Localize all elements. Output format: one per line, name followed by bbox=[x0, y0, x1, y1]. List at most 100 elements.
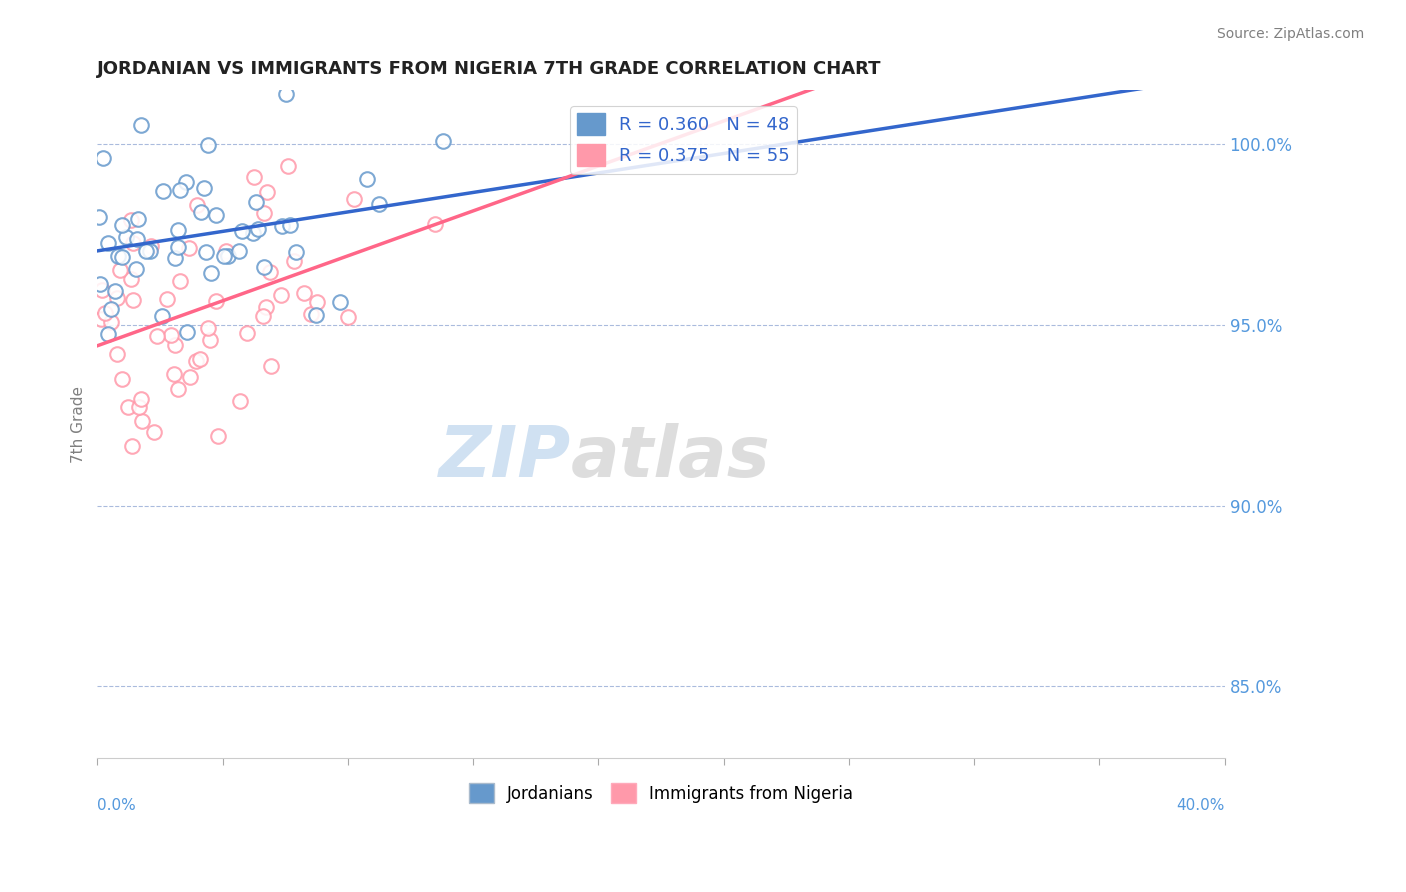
Point bbox=[307, 294, 329, 309]
Text: Source: ZipAtlas.com: Source: ZipAtlas.com bbox=[1216, 27, 1364, 41]
Point bbox=[97, 326, 120, 341]
Point bbox=[90, 311, 112, 326]
Point bbox=[169, 183, 191, 197]
Point bbox=[193, 181, 215, 195]
Point bbox=[108, 263, 131, 277]
Point bbox=[125, 232, 148, 246]
Point bbox=[207, 428, 229, 442]
Point bbox=[135, 244, 157, 258]
Point bbox=[100, 315, 122, 329]
Point bbox=[111, 219, 134, 233]
Point bbox=[197, 138, 219, 153]
Point bbox=[160, 327, 183, 342]
Point bbox=[122, 293, 145, 308]
Point bbox=[292, 286, 315, 301]
Point bbox=[163, 368, 186, 382]
Point bbox=[190, 204, 212, 219]
Point bbox=[120, 271, 142, 285]
Point bbox=[343, 193, 366, 207]
Point bbox=[245, 194, 267, 209]
Point bbox=[89, 277, 111, 292]
Point bbox=[219, 63, 242, 78]
Point bbox=[270, 219, 292, 234]
Text: 0.0%: 0.0% bbox=[97, 798, 136, 814]
Legend: Jordanians, Immigrants from Nigeria: Jordanians, Immigrants from Nigeria bbox=[463, 776, 859, 810]
Point bbox=[329, 295, 352, 310]
Point bbox=[285, 245, 308, 260]
Point bbox=[270, 288, 292, 302]
Point bbox=[278, 218, 301, 232]
Point bbox=[253, 206, 276, 220]
Point bbox=[277, 159, 299, 173]
Point bbox=[356, 172, 378, 186]
Point bbox=[91, 151, 114, 165]
Text: atlas: atlas bbox=[571, 423, 770, 492]
Point bbox=[174, 175, 197, 189]
Point bbox=[97, 235, 120, 250]
Point bbox=[186, 198, 208, 212]
Point bbox=[152, 184, 174, 198]
Point bbox=[150, 309, 173, 323]
Point bbox=[167, 223, 190, 237]
Text: ZIP: ZIP bbox=[439, 423, 571, 492]
Point bbox=[242, 226, 264, 240]
Point bbox=[197, 321, 219, 335]
Point bbox=[111, 371, 134, 385]
Point bbox=[228, 244, 250, 259]
Point bbox=[129, 392, 152, 406]
Point bbox=[121, 439, 143, 453]
Point bbox=[121, 236, 143, 251]
Point bbox=[145, 329, 167, 343]
Point bbox=[231, 224, 253, 238]
Point bbox=[217, 249, 239, 263]
Point bbox=[131, 414, 153, 428]
Point bbox=[305, 308, 328, 322]
Point bbox=[283, 254, 305, 268]
Point bbox=[200, 266, 222, 280]
Point bbox=[205, 208, 228, 222]
Point bbox=[432, 134, 454, 148]
Point bbox=[127, 211, 149, 226]
Point bbox=[94, 306, 117, 320]
Point bbox=[243, 170, 266, 185]
Point bbox=[120, 212, 142, 227]
Point bbox=[254, 300, 277, 314]
Text: 40.0%: 40.0% bbox=[1177, 798, 1225, 814]
Point bbox=[236, 326, 259, 341]
Point bbox=[139, 244, 162, 259]
Point bbox=[336, 310, 359, 325]
Point bbox=[214, 244, 236, 258]
Point bbox=[276, 87, 298, 101]
Text: JORDANIAN VS IMMIGRANTS FROM NIGERIA 7TH GRADE CORRELATION CHART: JORDANIAN VS IMMIGRANTS FROM NIGERIA 7TH… bbox=[97, 60, 882, 78]
Point bbox=[100, 302, 122, 317]
Point bbox=[184, 353, 207, 368]
Point bbox=[169, 274, 191, 288]
Point bbox=[156, 293, 179, 307]
Point bbox=[179, 242, 201, 256]
Point bbox=[188, 351, 211, 366]
Point bbox=[256, 185, 278, 199]
Point bbox=[259, 265, 281, 279]
Point bbox=[253, 260, 276, 275]
Point bbox=[252, 310, 274, 324]
Point bbox=[129, 118, 152, 132]
Point bbox=[111, 250, 134, 264]
Point bbox=[179, 369, 201, 384]
Point bbox=[163, 338, 186, 352]
Point bbox=[229, 394, 252, 409]
Point bbox=[105, 292, 128, 306]
Point bbox=[90, 283, 112, 297]
Point bbox=[117, 400, 139, 414]
Y-axis label: 7th Grade: 7th Grade bbox=[72, 386, 86, 463]
Point bbox=[125, 261, 148, 276]
Point bbox=[107, 249, 129, 263]
Point bbox=[115, 230, 138, 244]
Point bbox=[194, 245, 217, 260]
Point bbox=[368, 196, 391, 211]
Point bbox=[260, 359, 283, 373]
Point bbox=[176, 325, 198, 339]
Point bbox=[104, 284, 127, 298]
Point bbox=[423, 217, 446, 231]
Point bbox=[87, 210, 110, 224]
Point bbox=[139, 238, 162, 252]
